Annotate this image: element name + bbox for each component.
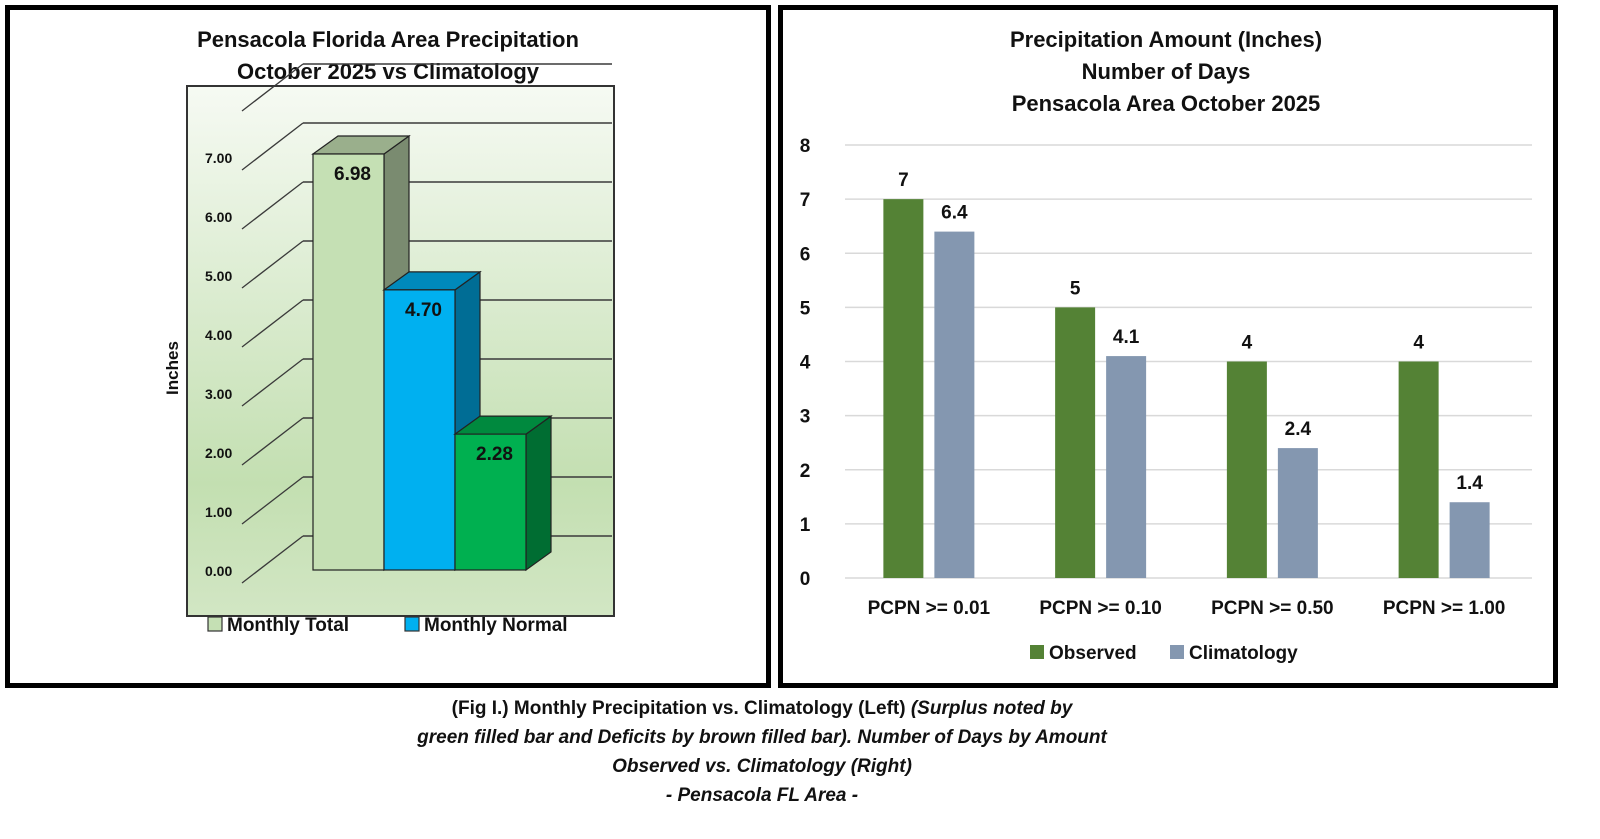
data-label: 4 (1242, 333, 1253, 354)
caption-line3: Observed vs. Climatology (Right) (612, 756, 912, 777)
y-tick-label: 4.00 (205, 327, 232, 343)
bar-climatology-1 (934, 231, 975, 578)
legend-swatch-2 (404, 616, 420, 632)
bar-observed-4 (1398, 361, 1439, 578)
y-tick-label: 2 (800, 461, 811, 482)
caption-line1-normal: (Fig I.) Monthly Precipitation vs. Clima… (451, 698, 911, 719)
figure-caption: (Fig I.) Monthly Precipitation vs. Clima… (0, 694, 1524, 810)
y-tick-label: 1.00 (205, 504, 232, 520)
y-tick-label: 7.00 (205, 150, 232, 166)
bar-climatology-3 (1277, 448, 1318, 578)
y-tick-label: 6 (800, 244, 811, 265)
data-label: 5 (1070, 278, 1081, 299)
data-label: 1.4 (1456, 473, 1483, 494)
y-tick-label: 3 (800, 407, 811, 428)
y-tick-label: 5.00 (205, 268, 232, 284)
chart-title-line-2: Number of Days (1082, 59, 1251, 84)
caption-line1-italic: (Surplus noted by (910, 698, 1073, 719)
data-label: 6.98 (334, 164, 371, 185)
left-chart-panel: Pensacola Florida Area Precipitation Octo… (5, 5, 771, 688)
y-tick-label: 3.00 (205, 386, 232, 402)
bar-observed-2 (1055, 307, 1096, 578)
y-tick-label: 5 (800, 298, 811, 319)
gridline-diagonal (241, 358, 304, 407)
y-tick-label: 0.00 (205, 563, 232, 579)
bar-departure-surplus- (454, 433, 527, 571)
y-tick-label: 8 (800, 136, 811, 157)
bar-climatology-4 (1449, 502, 1490, 578)
data-label: 2.28 (476, 444, 513, 465)
legend-swatch-climatology (1170, 645, 1184, 659)
y-tick-label: 7 (800, 190, 811, 211)
right-chart-panel: Precipitation Amount (Inches) Number of D… (778, 5, 1558, 688)
monthly-precip-3d-chart: Pensacola Florida Area Precipitation Octo… (163, 27, 615, 636)
bar-side-3 (525, 414, 552, 572)
data-label: 2.4 (1285, 419, 1312, 440)
bar-observed-3 (1226, 361, 1267, 578)
legend-label-climatology: Climatology (1189, 643, 1298, 664)
caption-line2: green filled bar and Deficits by brown f… (417, 727, 1107, 748)
y-axis-label: Inches (163, 341, 182, 395)
bar-monthly-total (312, 153, 385, 571)
chart-title-line-3: Pensacola Area October 2025 (1012, 91, 1321, 116)
gridline-diagonal (241, 417, 304, 466)
y-tick-label: 2.00 (205, 445, 232, 461)
legend-label-1: Monthly Total (227, 615, 349, 636)
gridline-diagonal (241, 535, 304, 584)
legend-label-2: Monthly Normal (424, 615, 568, 636)
gridline-diagonal (241, 63, 304, 112)
gridline-diagonal (241, 240, 304, 289)
data-label: 7 (898, 170, 909, 191)
chart-title-line-1: Pensacola Florida Area Precipitation (197, 27, 579, 52)
chart-title-line-1: Precipitation Amount (Inches) (1010, 27, 1322, 52)
caption-line4: - Pensacola FL Area - (665, 785, 859, 806)
gridline-diagonal (241, 476, 304, 525)
y-tick-label: 4 (800, 353, 811, 374)
bar-monthly-normal (383, 289, 456, 571)
data-label: 6.4 (941, 203, 968, 224)
data-label: 4.1 (1113, 327, 1140, 348)
days-by-amount-chart: Precipitation Amount (Inches) Number of D… (800, 27, 1532, 664)
y-tick-label: 6.00 (205, 209, 232, 225)
x-category-label: PCPN >= 0.50 (1211, 598, 1334, 619)
data-label: 4.70 (405, 300, 442, 321)
x-category-label: PCPN >= 1.00 (1383, 598, 1506, 619)
gridline-diagonal (241, 122, 304, 171)
legend-label-observed: Observed (1049, 643, 1137, 664)
data-label: 4 (1413, 333, 1424, 354)
chart-title-line-2: October 2025 vs Climatology (237, 59, 540, 84)
x-category-label: PCPN >= 0.10 (1039, 598, 1162, 619)
bar-observed-1 (883, 199, 924, 578)
gridline-diagonal (241, 181, 304, 230)
legend-swatch-observed (1030, 645, 1044, 659)
bar-climatology-2 (1106, 356, 1147, 578)
gridline-diagonal (241, 299, 304, 348)
x-category-label: PCPN >= 0.01 (868, 598, 991, 619)
y-tick-label: 1 (800, 515, 811, 536)
y-tick-label: 0 (800, 569, 811, 590)
legend-swatch-1 (207, 616, 223, 632)
